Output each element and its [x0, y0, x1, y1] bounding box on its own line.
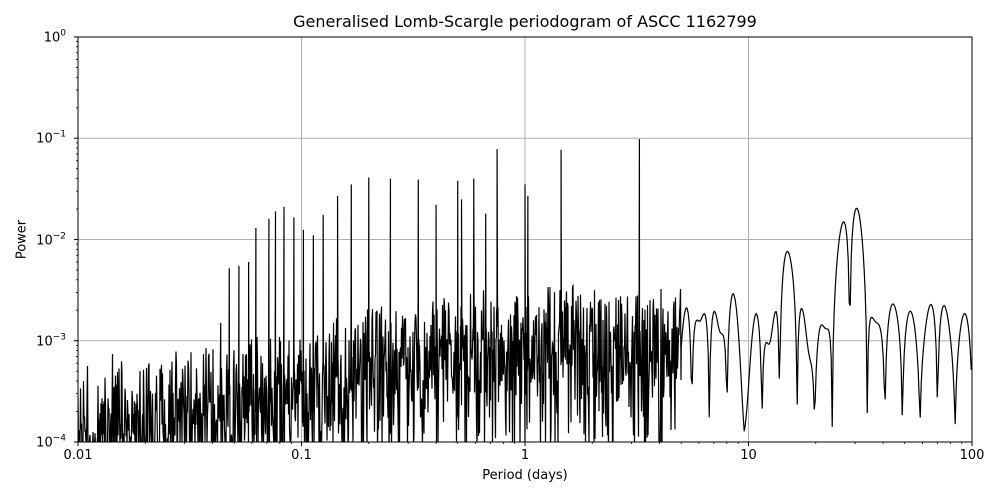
x-tick-label: 10 — [740, 448, 757, 463]
y-tick-label: 10−2 — [36, 231, 66, 248]
y-tick-label: 10−1 — [36, 129, 66, 147]
x-axis-label: Period (days) — [482, 468, 568, 483]
y-axis-label: Power — [14, 219, 30, 260]
chart-title: Generalised Lomb-Scargle periodogram of … — [293, 12, 757, 31]
periodogram-line — [78, 139, 972, 442]
axis-ticks — [74, 36, 973, 446]
y-tick-label: 10−4 — [36, 433, 66, 451]
y-tick-label: 100 — [43, 28, 66, 46]
x-tick-label: 100 — [959, 448, 985, 463]
x-tick-label: 0.01 — [63, 448, 93, 463]
y-tick-label: 10−3 — [36, 332, 66, 350]
x-tick-label: 0.1 — [291, 448, 312, 463]
x-tick-label: 1 — [520, 448, 530, 463]
